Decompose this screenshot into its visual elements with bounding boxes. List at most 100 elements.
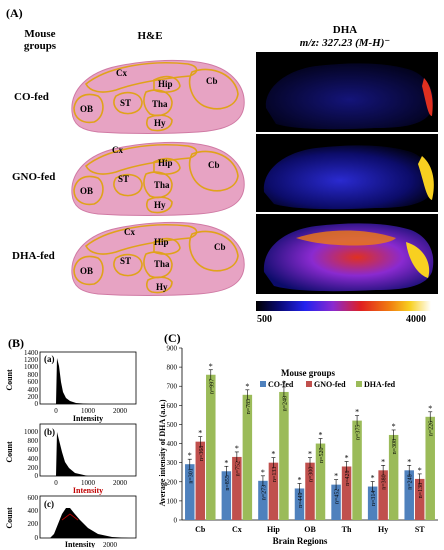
region-cb: Cb — [208, 160, 220, 170]
subpanel-b-label: (b) — [44, 427, 55, 437]
n-label: n=248 — [282, 396, 288, 411]
svg-text:800: 800 — [28, 371, 39, 379]
svg-text:2000: 2000 — [113, 479, 128, 487]
xlabel-a: Intensity — [73, 414, 103, 423]
significance-marker: * — [345, 453, 349, 462]
n-label: n=301 — [188, 468, 194, 483]
svg-text:200: 200 — [28, 393, 39, 401]
region-cx: Cx — [112, 145, 123, 155]
bar — [352, 420, 362, 520]
region-cx: Cx — [116, 68, 127, 78]
he-header: H&E — [137, 30, 163, 42]
svg-text:600: 600 — [28, 378, 39, 386]
n-label: n=855 — [225, 475, 231, 490]
bar — [425, 416, 435, 520]
n-label: n=752 — [235, 461, 241, 476]
bar — [221, 471, 232, 520]
panel-b-label: (B) — [8, 336, 24, 350]
category-label: OB — [304, 525, 316, 534]
n-label: n=997 — [209, 379, 215, 394]
mz-header: m/z: 327.23 (M-H)⁻ — [299, 37, 391, 49]
svg-text:400: 400 — [28, 455, 39, 463]
y-tick-label: 900 — [167, 345, 178, 353]
histogram-c: (c) 0 200 400 600 Intensity 2000 Count — [5, 494, 137, 548]
n-label: n=520 — [319, 448, 325, 463]
ylabel-a: Count — [5, 369, 14, 391]
bar-chart: (C) Mouse groups Average intensity of DH… — [158, 331, 438, 546]
histogram-a: (a) 0 200 400 600 800 1000 1200 1400 0 1… — [5, 349, 137, 423]
region-hip: Hip — [154, 237, 169, 247]
bar — [315, 443, 326, 520]
dha-header: DHA — [332, 24, 358, 36]
n-label: n=449 — [298, 492, 304, 507]
n-label: n=308 — [392, 439, 398, 454]
significance-marker: * — [407, 457, 411, 466]
category-label: Cx — [232, 525, 242, 534]
ylabel-c: Count — [5, 507, 14, 529]
y-tick-label: 0 — [174, 517, 178, 525]
n-label: n=300 — [309, 467, 315, 482]
n-label: n=380 — [382, 474, 388, 489]
significance-marker: * — [418, 466, 422, 475]
bar — [331, 484, 341, 520]
xlabel-c: Intensity — [65, 540, 95, 548]
x-axis-label: Brain Regions — [273, 536, 328, 546]
bar — [367, 486, 378, 520]
significance-marker: * — [371, 474, 375, 483]
y-axis-label: Average intensity of DHA (a.u.) — [158, 399, 167, 506]
row-label-co: CO-fed — [14, 91, 49, 103]
region-hy: Hy — [156, 282, 168, 292]
y-tick-label: 800 — [167, 364, 178, 372]
svg-text:1200: 1200 — [24, 356, 39, 364]
svg-text:1000: 1000 — [81, 479, 96, 487]
subpanel-c-label: (c) — [44, 499, 54, 509]
significance-marker: * — [282, 379, 286, 388]
legend-title: Mouse groups — [281, 368, 336, 378]
region-cb: Cb — [206, 76, 218, 86]
region-tha: Tha — [154, 180, 170, 190]
bar — [404, 470, 414, 520]
svg-text:800: 800 — [28, 437, 39, 445]
svg-text:2000: 2000 — [113, 407, 128, 415]
legend-swatch — [356, 381, 362, 387]
bar — [185, 464, 195, 520]
significance-marker: * — [392, 422, 396, 431]
region-st: ST — [118, 174, 129, 184]
row-label-gno: GNO-fed — [12, 171, 56, 183]
significance-marker: * — [235, 444, 239, 453]
significance-marker: * — [261, 468, 265, 477]
bar — [195, 441, 206, 520]
y-tick-label: 400 — [167, 440, 178, 448]
significance-marker: * — [308, 450, 312, 459]
panel-a-label: (A) — [6, 6, 23, 20]
svg-text:0: 0 — [54, 479, 58, 487]
legend-swatch — [260, 381, 266, 387]
svg-text:0: 0 — [35, 534, 39, 542]
y-tick-label: 700 — [167, 383, 178, 391]
significance-marker: * — [355, 408, 359, 417]
region-cx: Cx — [124, 227, 135, 237]
bar — [242, 394, 253, 520]
significance-marker: * — [209, 362, 213, 371]
histogram-b: (b) 0 200 400 600 800 1000 0 1000 2000 I… — [5, 423, 137, 495]
histograms: (a) 0 200 400 600 800 1000 1200 1400 0 1… — [5, 349, 137, 548]
n-label: n=138 — [418, 483, 424, 498]
significance-marker: * — [188, 451, 192, 460]
legend-entry: CO-fed — [268, 380, 294, 389]
svg-text:200: 200 — [28, 520, 39, 528]
bar — [414, 478, 425, 520]
category-label: Th — [342, 525, 352, 534]
mouse-groups-header: Mouse groups — [23, 28, 57, 52]
bar — [258, 480, 268, 520]
svg-text:1000: 1000 — [81, 407, 96, 415]
y-tick-label: 200 — [167, 478, 178, 486]
category-label: ST — [415, 525, 425, 534]
colorbar — [256, 301, 431, 311]
svg-text:1400: 1400 — [24, 349, 39, 357]
svg-text:1000: 1000 — [24, 428, 39, 436]
region-ob: OB — [80, 186, 93, 196]
significance-marker: * — [298, 475, 302, 484]
n-label: n=273 — [261, 485, 267, 500]
ylabel-b: Count — [5, 441, 14, 463]
n-label: n=226 — [429, 421, 435, 436]
